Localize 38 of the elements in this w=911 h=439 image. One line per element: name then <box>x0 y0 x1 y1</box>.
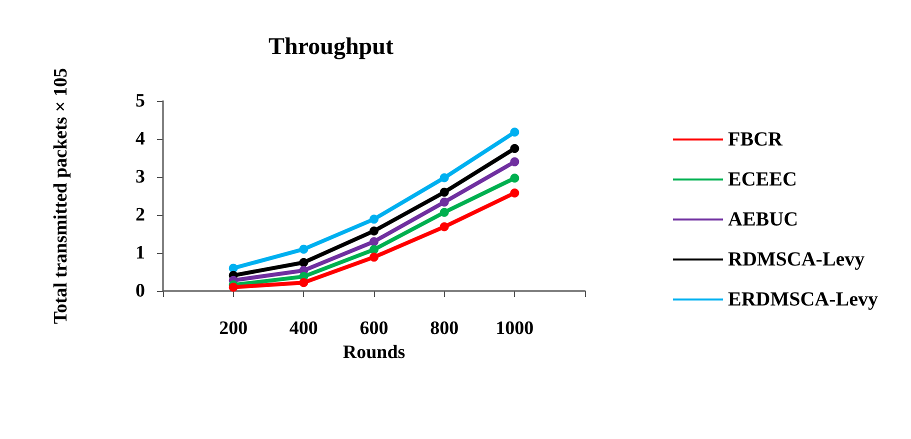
point <box>299 258 308 267</box>
y-tick-label: 4 <box>136 128 146 150</box>
x-axis-title: Rounds <box>342 342 406 363</box>
legend-label: AEBUC <box>728 208 798 230</box>
legend-label: ECEEC <box>728 168 797 190</box>
point <box>228 282 238 292</box>
x-tick-label: 200 <box>219 318 248 339</box>
chart-title: Throughput <box>268 34 394 60</box>
y-axis-title: Total transmitted packets × 105 <box>50 68 72 324</box>
point <box>370 214 378 224</box>
y-tick-label: 2 <box>136 204 145 226</box>
x-tick-label: 1000 <box>496 318 534 339</box>
point <box>440 173 449 182</box>
y-tick-label: 5 <box>136 90 145 112</box>
y-tick-label: 0 <box>136 280 145 302</box>
point <box>370 252 378 262</box>
point <box>440 188 449 197</box>
point <box>370 237 378 246</box>
point <box>510 157 520 166</box>
point <box>299 244 308 254</box>
point <box>440 198 449 207</box>
x-tick-label: 800 <box>430 318 459 339</box>
x-tick-label: 600 <box>360 318 388 339</box>
legend-label: RDMSCA-Levy <box>728 248 865 270</box>
point <box>370 245 378 254</box>
point <box>510 128 520 137</box>
y-tick-label: 3 <box>136 166 145 188</box>
legend-label: FBCR <box>728 128 784 150</box>
x-tick-label: 400 <box>289 318 318 339</box>
legend-label: ERDMSCA-Levy <box>728 288 878 310</box>
point <box>510 188 520 198</box>
point <box>510 144 520 153</box>
point <box>299 278 308 288</box>
point <box>510 174 520 183</box>
point <box>370 226 378 236</box>
y-tick-label: 1 <box>136 242 145 264</box>
point <box>440 208 449 217</box>
point <box>440 222 449 232</box>
